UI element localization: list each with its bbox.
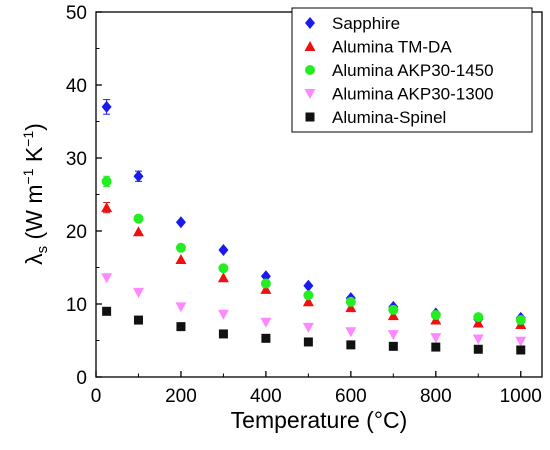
legend-label: Alumina TM-DA [332,38,452,57]
data-point [133,213,144,224]
data-point [303,279,314,292]
y-axis-label: λs (W m−1 K−1) [20,123,51,265]
x-tick-label: 600 [335,386,367,407]
data-points [101,99,527,355]
legend-label: Alumina-Spinel [332,108,446,127]
data-point [175,253,187,264]
x-tick-label: 1000 [500,386,542,407]
data-point [303,290,314,301]
legend-box [291,7,533,133]
data-point [218,243,229,256]
data-point [101,202,113,213]
y-axis: 0 10 20 30 40 50 [66,3,102,389]
y-axis-units-close: ) [21,123,47,131]
data-point [175,302,187,313]
data-point [260,317,272,328]
y-tick-label: 30 [66,149,87,170]
data-point [515,336,527,347]
data-point [102,306,112,316]
data-point [388,304,399,315]
data-point [260,278,271,289]
data-point [345,302,357,313]
data-point [260,283,272,294]
data-point [217,272,229,283]
data-point [303,337,313,347]
legend-marker [304,89,316,99]
data-point [176,322,186,332]
data-point [101,100,112,113]
y-axis-units-open: (W m [21,185,47,246]
data-point [388,341,398,351]
data-point [387,310,399,321]
series-1 [101,202,527,329]
data-point [218,263,229,274]
data-point [175,242,186,253]
data-point [346,340,356,350]
legend-label: Alumina AKP30-1300 [332,85,494,104]
data-point [387,330,399,341]
data-point [101,176,112,187]
y-tick-label: 20 [66,222,87,243]
data-point [132,287,144,298]
data-point [133,315,143,325]
data-point [302,322,314,333]
data-point [431,342,441,352]
legend-label: Sapphire [332,14,400,33]
y-axis-symbol: λ [21,253,47,265]
y-tick-label: 50 [66,3,87,24]
x-axis: 0 200 400 600 800 1000 [91,371,542,407]
data-point [101,273,113,284]
x-tick-label: 0 [91,386,102,407]
data-point [175,216,186,229]
legend-label: Alumina AKP30-1450 [332,61,494,80]
y-axis-exponent-2: −1 [20,131,36,147]
legend-items: Sapphire Alumina TM-DA Alumina AKP30-1450 A… [304,14,494,127]
x-tick-label: 200 [165,386,197,407]
y-tick-label: 10 [66,295,87,316]
y-tick-label: 40 [66,76,87,97]
data-point [472,334,484,345]
legend-marker [305,112,315,122]
data-point [515,315,526,326]
x-tick-label: 400 [250,386,282,407]
data-point [472,317,484,328]
y-axis-exponent-1: −1 [20,168,36,184]
data-point [516,345,526,355]
data-point [218,329,228,339]
legend-marker [304,41,316,51]
y-tick-label: 0 [76,368,87,389]
data-point [133,170,144,183]
data-point [261,333,271,343]
data-point [302,296,314,307]
data-point [217,309,229,320]
series-0 [101,99,526,326]
y-axis-units-mid: K [21,146,47,168]
data-point [430,309,441,320]
data-point [345,327,357,338]
series-4 [102,306,526,355]
legend-marker [305,65,315,75]
series-3 [101,273,527,347]
x-axis-label: Temperature (°C) [231,407,408,433]
data-point [345,296,356,307]
y-axis-subscript: s [34,246,51,254]
data-point [473,344,483,354]
series-2 [101,175,526,326]
data-point [473,312,484,323]
x-tick-label: 800 [420,386,452,407]
legend-marker [305,17,315,29]
legend: Sapphire Alumina TM-DA Alumina AKP30-1450 A… [291,7,533,133]
data-point [132,226,144,237]
data-point [430,333,442,344]
